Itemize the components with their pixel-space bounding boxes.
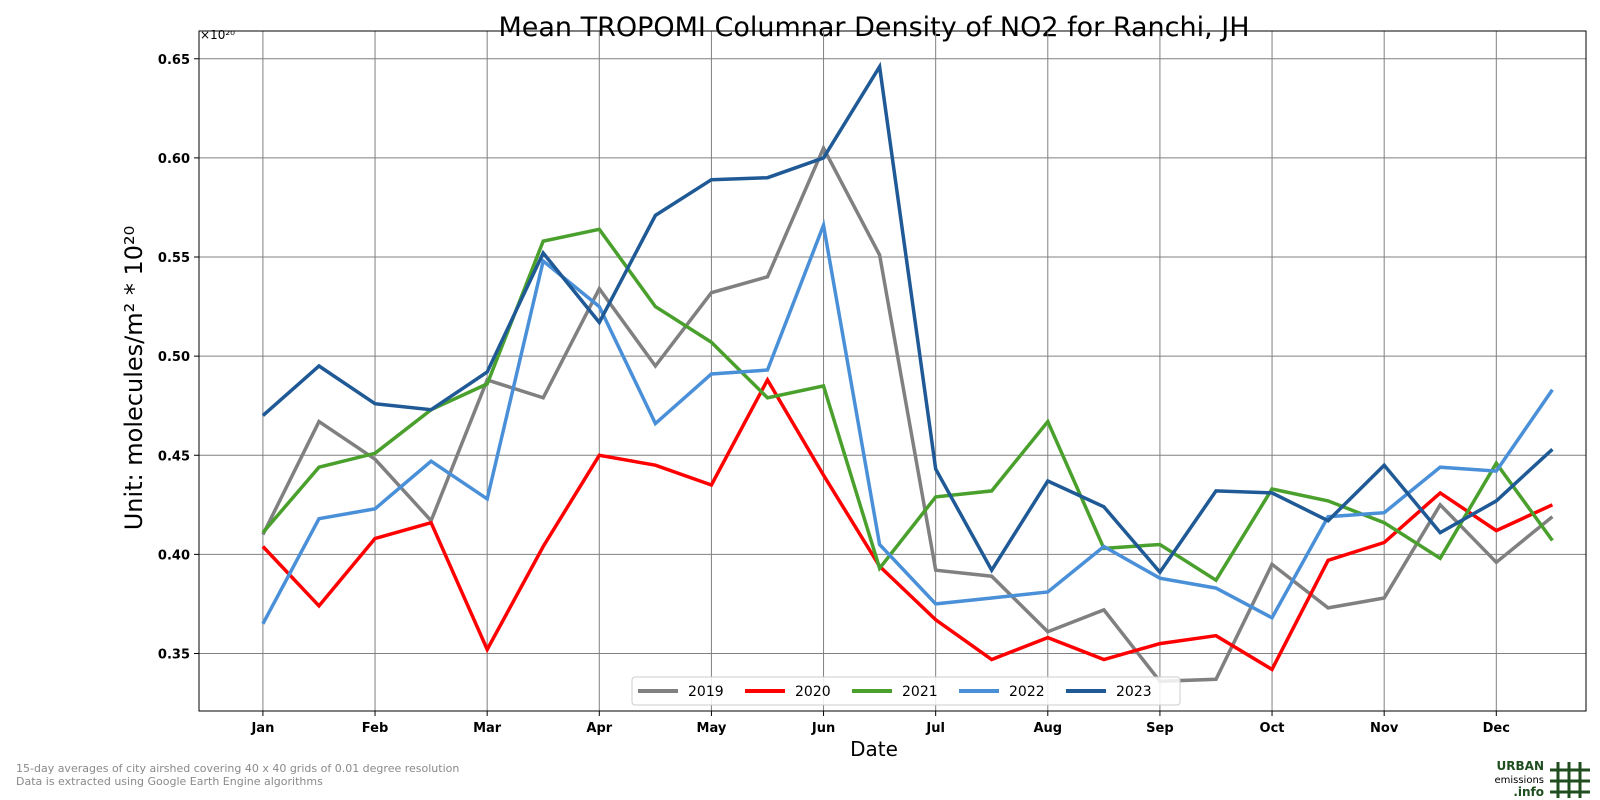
legend-box [631, 676, 1181, 706]
footnote-line-1: 15-day averages of city airshed covering… [16, 762, 460, 775]
y-axis-multiplier: ×10²⁰ [200, 28, 235, 42]
x-tick-label: Dec [1483, 721, 1510, 736]
series-line-2023 [261, 61, 1554, 576]
series-lines [261, 61, 1554, 684]
y-axis-label: Unit: molecules/m² * 10²⁰ [120, 226, 148, 531]
x-tick-label: Oct [1260, 721, 1285, 736]
x-tick-label: Feb [362, 721, 388, 736]
x-tick-label: Apr [586, 721, 612, 736]
legend-label-2021: 2021 [902, 684, 938, 700]
logo-text-urban: URBAN [1497, 759, 1544, 773]
y-tick-label: 0.55 [158, 251, 190, 266]
y-tick-label: 0.45 [158, 449, 190, 464]
series-line-2019 [261, 143, 1554, 684]
chart-title: Mean TROPOMI Columnar Density of NO2 for… [498, 12, 1249, 43]
series-line-2020 [261, 376, 1554, 672]
x-tick-label: May [697, 721, 727, 736]
legend-label-2023: 2023 [1116, 684, 1152, 700]
series-line-2022 [261, 218, 1554, 625]
plot-area-frame [198, 30, 1587, 712]
x-axis-ticks: Jan Feb Mar Apr May Jun Jul Aug Sep Oct Nov Dec [250, 711, 1510, 736]
chart-legend: 2019 2020 2021 2022 2023 [631, 676, 1181, 706]
logo-text-info: .info [1513, 785, 1544, 798]
footnote-line-2: Data is extracted using Google Earth Eng… [16, 775, 323, 788]
x-axis-label: Date [850, 737, 898, 761]
x-tick-label: Mar [473, 721, 502, 736]
urban-emissions-logo: URBAN emissions .info [1494, 759, 1590, 798]
x-tick-label: Sep [1146, 721, 1174, 736]
y-axis-ticks: 0.35 0.40 0.45 0.50 0.55 0.60 0.65 [158, 53, 199, 663]
legend-label-2020: 2020 [795, 684, 831, 700]
logo-text-emissions: emissions [1494, 775, 1544, 786]
legend-label-2022: 2022 [1009, 684, 1045, 700]
x-tick-label: Aug [1033, 721, 1062, 736]
x-tick-label: Jul [925, 721, 945, 736]
legend-label-2019: 2019 [688, 684, 724, 700]
y-tick-label: 0.40 [158, 548, 190, 563]
series-line-2021 [261, 227, 1554, 583]
y-tick-label: 0.65 [158, 53, 190, 68]
y-tick-label: 0.60 [158, 152, 190, 167]
y-tick-label: 0.50 [158, 350, 190, 365]
x-tick-label: Jun [811, 721, 835, 736]
x-tick-label: Nov [1370, 721, 1399, 736]
y-tick-label: 0.35 [158, 648, 190, 663]
x-tick-label: Jan [250, 721, 274, 736]
grid-lines [199, 31, 1586, 711]
grid-logo-icon [1550, 762, 1590, 798]
